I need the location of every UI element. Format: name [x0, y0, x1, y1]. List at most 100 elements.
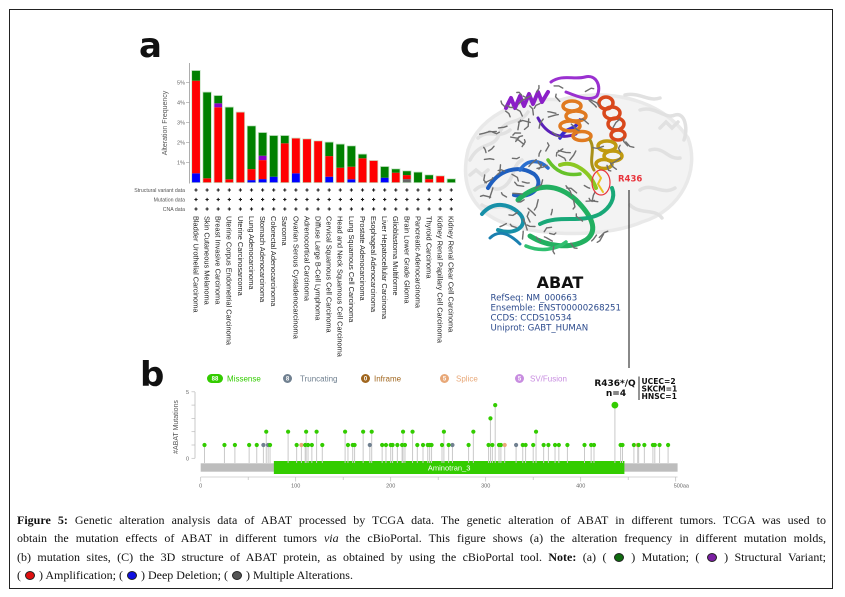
panel-c: c: [460, 26, 694, 368]
lollipop-head-missense: [490, 442, 495, 448]
ccds-id: CCDS: CCDS10534: [491, 314, 572, 324]
legend-count: 5: [518, 377, 522, 383]
caption-text: (b) mutation sites, (C) the 3D structure…: [17, 549, 549, 564]
track-marker: [294, 188, 298, 192]
side-chain-stick: [483, 157, 495, 161]
track-marker: [394, 197, 398, 202]
lollipop-head-truncating: [450, 442, 455, 448]
side-chain-stick: [506, 104, 514, 109]
lollipop-head-missense: [429, 442, 434, 448]
side-chain-stick: [543, 236, 553, 242]
uniprot-id: Uniprot: GABT_HUMAN: [491, 324, 589, 334]
side-chain-stick: [583, 184, 591, 189]
lollipop-x-tick-label: 100: [291, 484, 300, 490]
bar-stack: [280, 135, 290, 184]
legend-count: 5: [443, 377, 447, 383]
caption-text: ) Multiple Alterations.: [242, 567, 353, 582]
bar-outline: [413, 171, 423, 184]
bar-segment-amplification: [247, 169, 256, 181]
legend-label: Truncating: [300, 374, 338, 383]
cancer-type-label: Stomach Adenocarcinoma: [258, 216, 267, 303]
track-marker: [427, 207, 431, 211]
bar-segment-deep-deletion: [269, 176, 278, 183]
legend-item-splice: 5 Splice: [440, 374, 478, 383]
cancer-type-label: Head and Neck Squamous Cell Carcinoma: [336, 216, 345, 358]
caption-italic: via: [323, 531, 339, 546]
lollipop-head-truncating: [514, 442, 519, 448]
side-chain-stick: [512, 132, 522, 136]
bar-segment-mutation: [425, 175, 434, 180]
bar-outline: [368, 160, 379, 184]
bar-outline: [435, 175, 445, 184]
side-chain-stick: [497, 125, 508, 129]
side-chain-stick: [517, 97, 528, 105]
side-chain-stick: [557, 149, 571, 154]
bar-outline: [235, 111, 246, 184]
track-marker: [372, 207, 376, 211]
lollipop-head-missense: [582, 442, 587, 448]
teal-sheet: [480, 203, 526, 234]
bar-y-axis-title: Alteration Frequency: [162, 90, 169, 155]
track-marker: [360, 207, 365, 211]
bar-stack: [257, 132, 268, 184]
side-chain-stick: [538, 149, 542, 157]
bar-segment-amplification: [236, 112, 245, 183]
lollipop-head-missense: [531, 442, 536, 448]
track-marker: [372, 197, 376, 202]
bar-stack: [435, 175, 445, 184]
side-chain-stick: [569, 150, 577, 161]
cancer-type-label: Colorectal Adenocarcinoma: [269, 216, 278, 307]
side-chain-stick: [516, 91, 523, 96]
cancer-type-label: Liver Hepatocellular Carcinoma: [380, 216, 389, 320]
lollipop-head-missense: [383, 442, 389, 448]
track-marker: [305, 188, 309, 192]
track-marker: [427, 188, 431, 192]
lollipop-head-missense: [666, 442, 671, 448]
lollipop-head-missense: [556, 442, 561, 448]
caption-note-label: Note:: [548, 549, 577, 564]
legend-item-sv-fusion: 5 SV/Fusion: [515, 374, 567, 383]
track-marker: [205, 207, 209, 211]
bar-outline: [380, 166, 390, 184]
side-chain-stick: [588, 197, 599, 203]
lollipop-head-missense: [652, 442, 657, 448]
side-chain-stick: [483, 146, 487, 154]
side-chain-stick: [526, 211, 531, 223]
lollipop-head-missense: [636, 442, 641, 448]
track-marker: [316, 188, 320, 192]
caption-text: ) Structural Variant;: [717, 549, 826, 564]
side-chain-stick: [570, 123, 580, 132]
side-chain-stick: [526, 224, 536, 228]
bar-stack: [191, 70, 201, 184]
track-marker: [416, 188, 420, 192]
side-chain-stick: [547, 113, 559, 118]
bar-y-tick-label: 4%: [177, 101, 185, 107]
bar-segment-mutation: [347, 146, 356, 167]
track-marker: [261, 188, 265, 192]
bar-stack: [446, 178, 456, 184]
track-marker: [338, 188, 342, 192]
lollipop-head-missense: [345, 442, 351, 448]
lollipop-head-missense: [410, 429, 415, 434]
bar-segment-amplification: [425, 179, 434, 183]
multiple-alterations-dot-icon: [231, 570, 242, 580]
lollipop-head-missense: [314, 429, 319, 434]
lollipop-head-truncating: [367, 442, 372, 448]
bar-stack: [213, 95, 223, 184]
bar-y-ticks: 1% 2% 3% 4% 5%: [177, 81, 190, 167]
structural-variant-dot-icon: [706, 552, 717, 562]
track-marker: [349, 197, 353, 202]
hotspot-breakdown-ucec: UCEC=2: [642, 377, 676, 386]
bar-stack: [224, 106, 234, 184]
bar-outline: [224, 106, 234, 184]
cancer-type-label: Glioblastoma Multiforme: [391, 216, 400, 296]
lollipop-head-missense: [486, 442, 491, 448]
panel-label-b: b: [140, 355, 164, 395]
bar-segment-mutation: [336, 144, 345, 168]
green-loop: [524, 240, 568, 252]
track-marker: [316, 197, 320, 202]
side-chain-stick: [543, 226, 553, 233]
mutation-type-legend: 88 Missense 8 Truncating 0 Inframe 5 Splice 5 SV/…: [207, 374, 567, 383]
side-chain-stick: [536, 164, 548, 170]
